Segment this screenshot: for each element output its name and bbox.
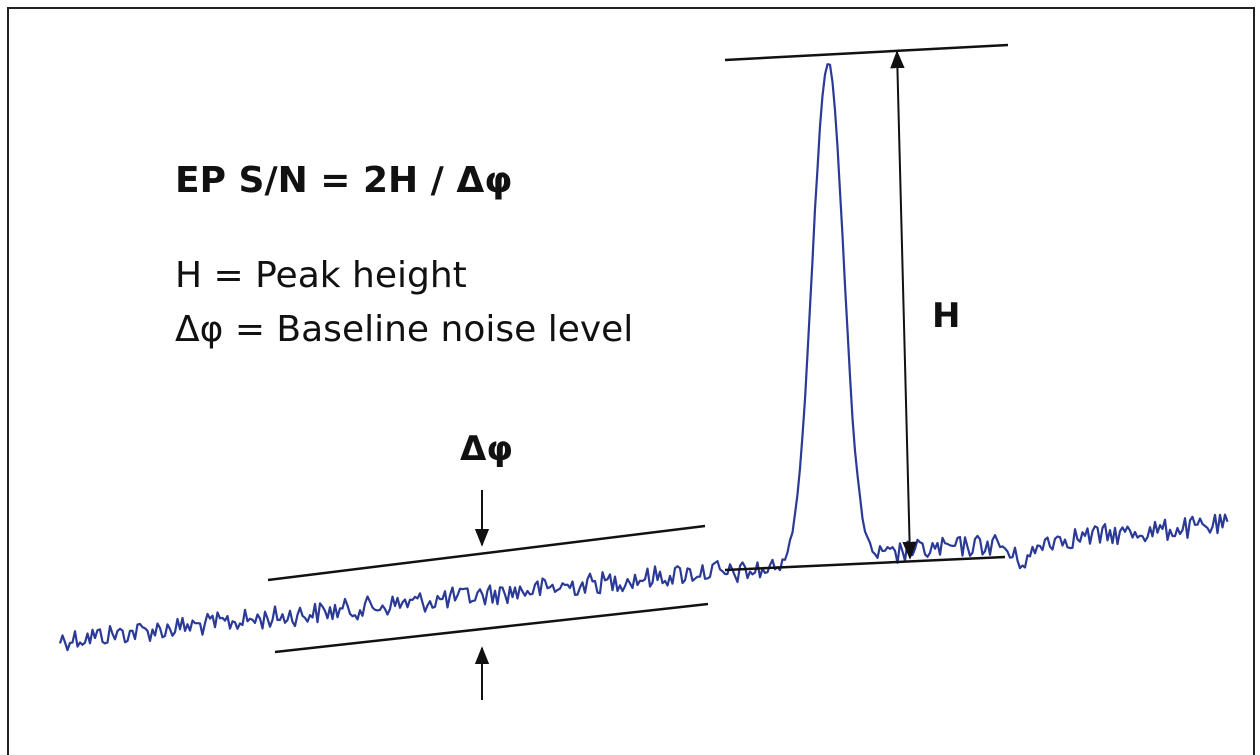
height-arrow [890,50,917,560]
frame [7,7,1255,755]
formula: EP S/N = 2H / Δφ [175,160,512,201]
peak-top-line [724,43,1009,62]
baseline-line [724,555,1006,572]
legend-noise: Δφ = Baseline noise level [175,309,633,350]
signal-trace [58,63,1229,652]
noise-lower-line [274,602,709,654]
noise-label: Δφ [460,429,513,469]
height-label: H [932,296,960,336]
noise-upper-line [267,524,706,582]
legend-h: H = Peak height [175,255,467,296]
